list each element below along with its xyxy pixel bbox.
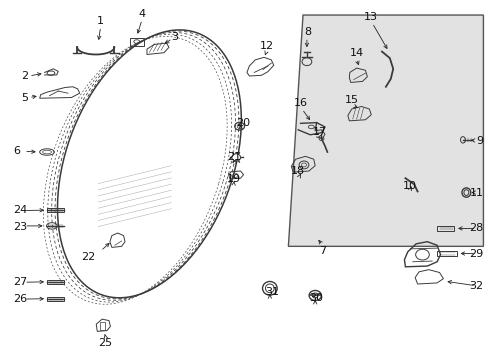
Text: 12: 12 xyxy=(259,41,273,51)
Text: 29: 29 xyxy=(468,248,483,258)
Text: 7: 7 xyxy=(318,246,325,256)
Text: 8: 8 xyxy=(304,27,311,37)
Text: 2: 2 xyxy=(21,71,28,81)
Text: 20: 20 xyxy=(236,118,249,128)
Text: 5: 5 xyxy=(21,93,28,103)
Text: 4: 4 xyxy=(138,9,145,19)
Bar xyxy=(47,208,64,212)
Bar xyxy=(130,38,143,45)
Text: 26: 26 xyxy=(13,294,27,304)
Bar xyxy=(47,280,64,284)
Text: 27: 27 xyxy=(13,277,27,287)
Text: 11: 11 xyxy=(468,188,483,198)
Text: 25: 25 xyxy=(98,338,112,348)
Text: 23: 23 xyxy=(13,222,27,231)
Polygon shape xyxy=(288,15,483,246)
Text: 30: 30 xyxy=(309,293,323,303)
Text: 21: 21 xyxy=(226,152,241,162)
Text: 10: 10 xyxy=(403,181,416,191)
Text: 6: 6 xyxy=(13,146,20,156)
Bar xyxy=(436,251,456,256)
Text: 15: 15 xyxy=(344,95,358,105)
Bar xyxy=(436,226,453,231)
Text: 22: 22 xyxy=(81,252,96,262)
Text: 18: 18 xyxy=(290,166,305,176)
Ellipse shape xyxy=(231,154,240,161)
Text: 31: 31 xyxy=(264,287,278,297)
Text: 28: 28 xyxy=(468,224,483,233)
Text: 1: 1 xyxy=(97,16,104,26)
Text: 13: 13 xyxy=(364,12,378,22)
Bar xyxy=(100,322,105,329)
Text: 3: 3 xyxy=(171,32,178,41)
Text: 24: 24 xyxy=(13,206,27,216)
Text: 16: 16 xyxy=(293,98,307,108)
Text: 19: 19 xyxy=(226,174,241,184)
Text: 32: 32 xyxy=(468,281,483,291)
Text: 14: 14 xyxy=(349,48,363,58)
Text: 17: 17 xyxy=(312,127,326,137)
Text: 9: 9 xyxy=(475,136,483,145)
Bar xyxy=(47,297,64,301)
